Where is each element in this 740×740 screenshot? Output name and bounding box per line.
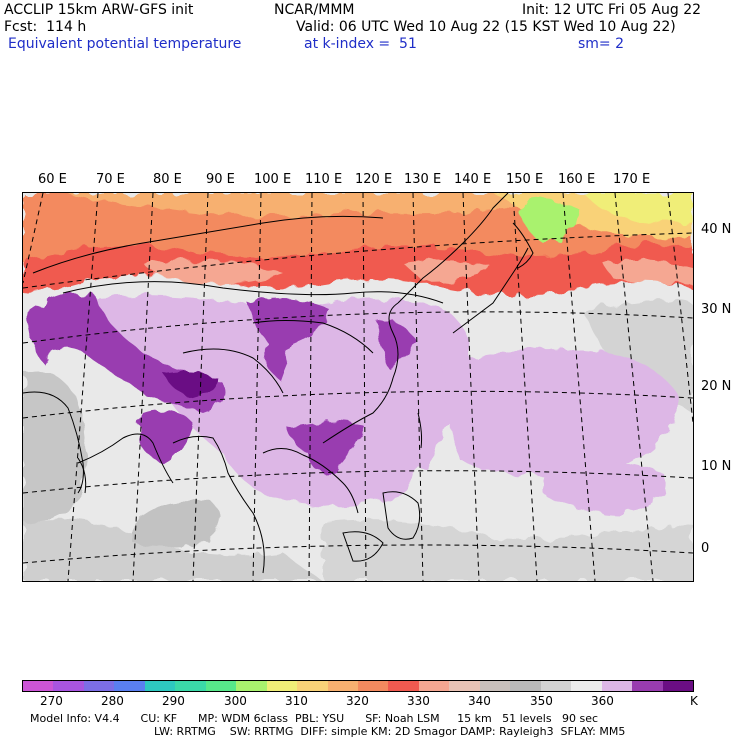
colorbar-swatch (144, 681, 176, 691)
colorbar-swatch (510, 681, 541, 691)
theta-e-map (22, 192, 694, 582)
model-info-line1: Model Info: V4.4 CU: KF MP: WDM 6class P… (30, 712, 599, 725)
lon-label: 100 E (254, 172, 292, 187)
colorbar-swatch (479, 681, 511, 691)
smoothing-info: sm= 2 (578, 36, 625, 52)
colorbar-swatch (632, 681, 663, 691)
lon-label: 170 E (613, 172, 651, 187)
lon-label: 150 E (506, 172, 544, 187)
lat-label: 30 N (701, 302, 732, 317)
light-purple-areas (53, 295, 683, 513)
colorbar-swatch (236, 681, 267, 691)
colorbar-swatch (327, 681, 358, 691)
colorbar-tick: 280 (101, 694, 124, 708)
colorbar-swatch (418, 681, 450, 691)
colorbar-swatch (297, 681, 328, 691)
lat-label: 10 N (701, 459, 732, 474)
colorbar-swatch (53, 681, 84, 691)
colorbar-swatch (266, 681, 298, 691)
lat-label: 20 N (701, 379, 732, 394)
lon-label: 160 E (558, 172, 596, 187)
colorbar-tick: 310 (285, 694, 308, 708)
graticule (23, 193, 693, 581)
colorbar-swatch (388, 681, 419, 691)
colorbar-tick: 330 (407, 694, 430, 708)
forecast-hour: Fcst: 114 h (4, 19, 87, 35)
model-info-line2: LW: RRTMG SW: RRTMG DIFF: simple KM: 2D … (154, 725, 626, 738)
colorbar-unit: K (690, 694, 698, 708)
lon-label: 60 E (38, 172, 67, 187)
colorbar-tick: 320 (346, 694, 369, 708)
colorbar-swatch (449, 681, 480, 691)
init-time: Init: 12 UTC Fri 05 Aug 22 (522, 2, 702, 18)
colorbar-tick: 340 (468, 694, 491, 708)
colorbar-tick: 290 (162, 694, 185, 708)
lon-label: 70 E (96, 172, 125, 187)
colorbar-tick: 360 (591, 694, 614, 708)
lon-label: 80 E (153, 172, 182, 187)
colorbar-tick: 300 (224, 694, 247, 708)
lon-label: 140 E (454, 172, 492, 187)
colorbar-swatch (571, 681, 602, 691)
valid-time: Valid: 06 UTC Wed 10 Aug 22 (15 KST Wed … (296, 19, 676, 35)
lat-label: 0 (701, 541, 710, 556)
colorbar-tick: 350 (530, 694, 553, 708)
lon-label: 130 E (404, 172, 442, 187)
colorbar-swatch (114, 681, 145, 691)
colorbar-swatch (23, 681, 54, 691)
colorbar-swatch (601, 681, 633, 691)
colorbar-swatch (540, 681, 572, 691)
colorbar-swatch (357, 681, 389, 691)
colorbar (22, 680, 694, 692)
model-title: ACCLIP 15km ARW-GFS init (4, 2, 194, 18)
colorbar-swatch (175, 681, 206, 691)
field-name: Equivalent potential temperature (8, 36, 242, 52)
lon-label: 90 E (206, 172, 235, 187)
coastlines (23, 193, 534, 574)
organization: NCAR/MMM (274, 2, 355, 18)
colorbar-tick: 270 (40, 694, 63, 708)
level-info: at k-index = 51 (304, 36, 417, 52)
lon-label: 120 E (355, 172, 393, 187)
lat-label: 40 N (701, 222, 732, 237)
lon-label: 110 E (305, 172, 343, 187)
colorbar-swatch (205, 681, 237, 691)
colorbar-swatch (662, 681, 693, 691)
colorbar-swatch (83, 681, 115, 691)
warm-band (23, 193, 693, 295)
